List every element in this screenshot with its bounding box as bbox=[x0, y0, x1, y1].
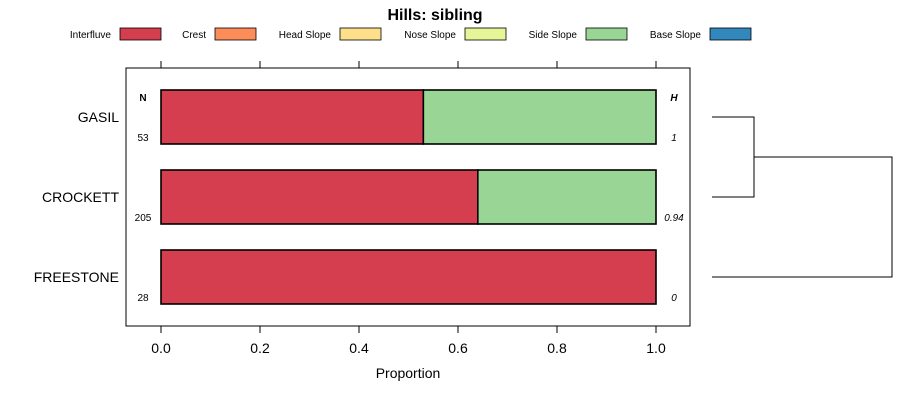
legend-label-side-slope: Side Slope bbox=[529, 30, 578, 41]
bars bbox=[160, 89, 657, 305]
row-label-freestone: FREESTONE bbox=[34, 269, 119, 285]
chart-title: Hills: sibling bbox=[387, 7, 482, 24]
x-tick-label-0: 0.0 bbox=[151, 340, 171, 356]
row-label-crockett: CROCKETT bbox=[42, 189, 119, 205]
row-labels: GASIL 53 1 CROCKETT 205 0.94 FREESTONE 28 0 bbox=[34, 109, 684, 304]
n-value-crockett: 205 bbox=[135, 213, 152, 224]
column-header-n: N bbox=[139, 93, 146, 104]
legend-swatch-interfluve bbox=[119, 27, 162, 41]
bar-gasil-side-slope bbox=[422, 89, 657, 145]
legend-swatch-crest bbox=[214, 27, 257, 41]
bar-crockett-side-slope bbox=[476, 169, 657, 225]
top-axis-ticks bbox=[160, 61, 657, 68]
column-header-h: H bbox=[670, 93, 678, 104]
row-label-gasil: GASIL bbox=[78, 109, 119, 125]
x-tick-label-4: 0.8 bbox=[547, 340, 567, 356]
x-tick-label-2: 0.4 bbox=[349, 340, 369, 356]
x-axis: 0.0 0.2 0.4 0.6 0.8 1.0 bbox=[151, 326, 666, 356]
dendrogram bbox=[712, 116, 893, 278]
bar-gasil-interfluve bbox=[160, 89, 425, 145]
x-tick-label-1: 0.2 bbox=[250, 340, 270, 356]
n-value-gasil: 53 bbox=[137, 133, 149, 144]
h-value-gasil: 1 bbox=[671, 133, 677, 144]
h-value-crockett: 0.94 bbox=[664, 213, 684, 224]
legend-label-interfluve: Interfluve bbox=[70, 30, 112, 41]
dendrogram-branch-outer bbox=[712, 156, 893, 278]
legend-swatch-base-slope bbox=[709, 27, 752, 41]
x-axis-label: Proportion bbox=[376, 365, 441, 381]
x-tick-label-5: 1.0 bbox=[646, 340, 666, 356]
legend-swatch-side-slope bbox=[585, 27, 628, 41]
legend-label-crest: Crest bbox=[182, 30, 206, 41]
bar-freestone-interfluve bbox=[160, 249, 657, 305]
legend-label-nose-slope: Nose Slope bbox=[404, 30, 456, 41]
legend: Interfluve Crest Head Slope Nose Slope Side … bbox=[70, 27, 752, 41]
dendrogram-branch-inner bbox=[712, 116, 755, 198]
h-value-freestone: 0 bbox=[671, 293, 677, 304]
x-tick-label-3: 0.6 bbox=[448, 340, 468, 356]
plot-frame bbox=[125, 67, 691, 327]
legend-swatch-nose-slope bbox=[464, 27, 507, 41]
legend-swatch-head-slope bbox=[339, 27, 382, 41]
legend-label-head-slope: Head Slope bbox=[279, 30, 332, 41]
bar-crockett-interfluve bbox=[160, 169, 479, 225]
n-value-freestone: 28 bbox=[137, 293, 149, 304]
legend-label-base-slope: Base Slope bbox=[650, 30, 702, 41]
